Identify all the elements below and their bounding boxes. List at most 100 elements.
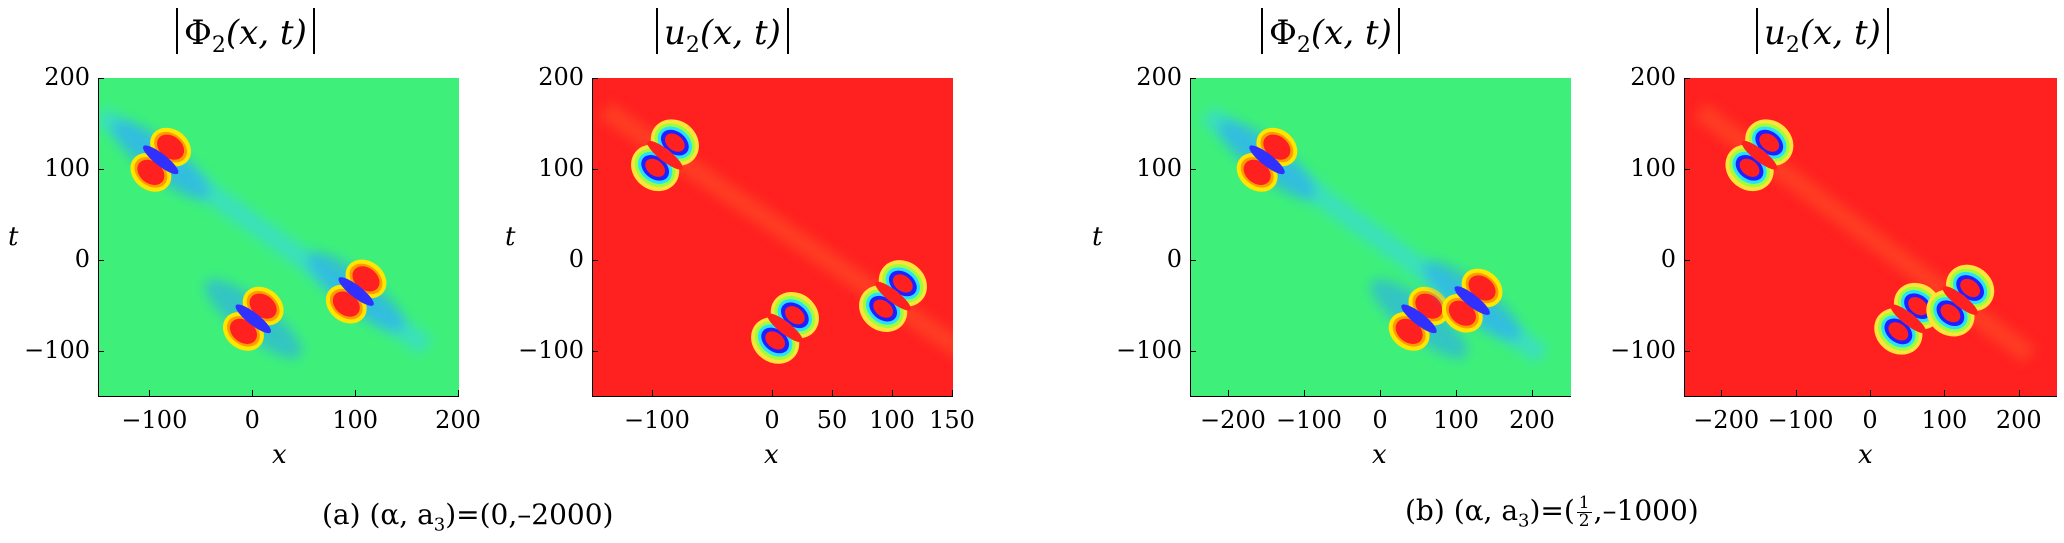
- y-tick-label: −100: [1116, 335, 1182, 364]
- lump-2: [1926, 264, 1995, 337]
- x-tick-mark: [458, 390, 459, 396]
- x-tick-label: 100: [1921, 406, 1968, 434]
- y-tick-label: 200: [44, 63, 90, 91]
- x-tick-label: 200: [435, 406, 481, 434]
- panel-u2-b: u2(x, t) −200 −100 0 100 200 −100 0 100 200 x: [1600, 0, 2064, 470]
- heatmap-plot: [592, 78, 953, 397]
- lump-2: [307, 251, 405, 332]
- x-tick-label: −100: [1276, 406, 1342, 434]
- panel-phi2-a: Φ2(x, t) −100 0 100 200 −100 0 100 200 x t: [0, 0, 481, 470]
- y-tick-mark: [1684, 350, 1690, 352]
- x-tick-label: −100: [1767, 406, 1834, 434]
- panel-title: u2(x, t): [1750, 8, 1895, 58]
- x-tick-mark: [1944, 390, 1946, 396]
- y-tick-label: −100: [1610, 335, 1676, 364]
- x-tick-mark: [832, 390, 833, 396]
- y-tick-mark: [1190, 168, 1196, 170]
- y-axis-label: t: [505, 222, 516, 252]
- y-tick-mark: [98, 78, 104, 79]
- y-tick-mark: [98, 168, 104, 170]
- lump-0: [631, 119, 699, 192]
- x-axis-label: x: [272, 440, 287, 470]
- x-tick-mark: [952, 390, 953, 396]
- y-tick-mark: [592, 78, 598, 79]
- x-tick-label: 0: [1862, 406, 1878, 434]
- y-tick-mark: [98, 259, 104, 261]
- x-tick-mark: [2018, 390, 2020, 396]
- lump-2: [1423, 261, 1521, 341]
- y-tick-label: 100: [1630, 153, 1676, 182]
- lump-1: [204, 279, 302, 359]
- caption-a: (a) (α, a3)=(0,–2000): [322, 498, 614, 536]
- x-axis-label: x: [1372, 440, 1387, 470]
- caption-b: (b) (α, a3)=(1 2 ,–1000): [1405, 493, 1699, 532]
- x-tick-label: 50: [816, 406, 848, 434]
- x-tick-label: −100: [121, 406, 188, 434]
- x-tick-mark: [1456, 390, 1457, 396]
- x-tick-label: 200: [1509, 406, 1555, 434]
- panel-title: u2(x, t): [650, 8, 795, 58]
- x-tick-label: 100: [332, 406, 379, 434]
- y-tick-mark: [592, 168, 598, 170]
- x-tick-mark: [1228, 390, 1229, 396]
- panel-title: Φ2(x, t): [170, 8, 321, 58]
- x-tick-label: 200: [1995, 406, 2042, 434]
- y-tick-mark: [1190, 259, 1196, 261]
- y-tick-mark: [1190, 78, 1196, 79]
- x-tick-label: −200: [1200, 406, 1266, 434]
- lump-1: [1370, 279, 1468, 359]
- x-tick-mark: [1380, 390, 1381, 396]
- x-tick-label: −200: [1693, 406, 1760, 434]
- panel-title: Φ2(x, t): [1255, 8, 1406, 58]
- y-tick-label: −100: [24, 335, 90, 364]
- x-tick-label: 0: [1372, 406, 1388, 434]
- y-tick-label: 0: [1660, 244, 1676, 273]
- y-tick-mark: [1190, 350, 1196, 352]
- x-tick-mark: [1795, 390, 1797, 396]
- x-tick-label: −100: [624, 406, 690, 434]
- panel-phi2-b: Φ2(x, t) −200 −100 0 100 200 −100 0 100 200 x t: [1070, 0, 1630, 470]
- y-tick-label: 100: [44, 153, 90, 182]
- y-tick-mark: [1684, 168, 1690, 170]
- heatmap-plot: [98, 78, 459, 397]
- y-tick-label: 200: [538, 63, 584, 91]
- y-tick-label: 0: [1166, 244, 1182, 273]
- x-tick-mark: [1870, 390, 1871, 396]
- x-tick-mark: [355, 390, 357, 396]
- x-tick-mark: [149, 390, 151, 396]
- x-tick-label: 100: [869, 406, 915, 434]
- lump-0: [1725, 119, 1794, 192]
- y-tick-mark: [1684, 259, 1690, 261]
- x-tick-mark: [1532, 390, 1533, 396]
- x-tick-label: 150: [929, 406, 975, 434]
- y-tick-label: 0: [74, 244, 90, 273]
- x-tick-label: 0: [244, 406, 260, 434]
- x-tick-label: 100: [1433, 406, 1479, 434]
- y-tick-label: 100: [1136, 153, 1182, 182]
- x-tick-label: 0: [764, 406, 780, 434]
- y-tick-mark: [1684, 78, 1690, 79]
- y-tick-label: 100: [538, 153, 584, 182]
- heatmap-plot: [1684, 78, 2057, 397]
- x-tick-mark: [252, 390, 254, 396]
- heatmap-plot: [1190, 78, 1571, 397]
- lump-0: [1218, 120, 1316, 200]
- x-axis-label: x: [764, 440, 779, 470]
- y-tick-mark: [98, 350, 104, 352]
- lump-0: [112, 120, 210, 200]
- lump-1: [751, 291, 819, 364]
- lump-1: [1874, 282, 1943, 355]
- panel-u2-a: u2(x, t) −100 0 50 100 150 −100 0 100 200 x t: [480, 0, 980, 470]
- y-tick-label: 200: [1136, 63, 1182, 91]
- y-tick-label: −100: [518, 335, 584, 364]
- lump-2: [859, 260, 927, 332]
- y-tick-label: 200: [1630, 63, 1676, 91]
- x-tick-mark: [892, 390, 893, 396]
- y-axis-label: t: [1092, 222, 1103, 252]
- y-axis-label: t: [8, 222, 19, 252]
- x-tick-mark: [652, 390, 653, 396]
- x-tick-mark: [772, 390, 773, 396]
- y-tick-mark: [592, 259, 598, 261]
- x-tick-mark: [1721, 390, 1723, 396]
